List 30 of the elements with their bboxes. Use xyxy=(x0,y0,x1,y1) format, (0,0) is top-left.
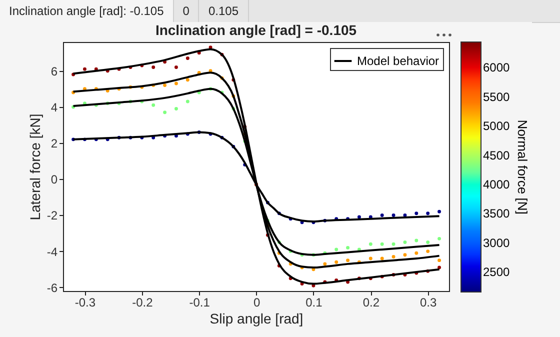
color-bar-label: 3500 xyxy=(483,206,510,221)
x-tick-label: -0.1 xyxy=(189,296,210,310)
x-tick-label: -0.2 xyxy=(132,296,154,310)
legend-label: Model behavior xyxy=(357,54,440,68)
text: 0.105 xyxy=(199,0,248,22)
y-tick-label: 6 xyxy=(50,64,58,78)
y-tick-label: 2 xyxy=(50,136,58,151)
y-axis-title: Lateral force [kN] xyxy=(26,114,43,220)
y-tick-label: -4 xyxy=(46,244,58,259)
color-bar-title: Normal force [N] xyxy=(515,120,530,214)
text: 0 xyxy=(174,0,200,22)
y-tick-label: 0 xyxy=(50,172,58,187)
color-bar-label: 3000 xyxy=(483,236,510,250)
color-bar-label: 6000 xyxy=(483,60,510,75)
text: Inclination angle [rad]: -0.105 xyxy=(0,0,174,22)
color-bar-label: 5000 xyxy=(483,119,510,134)
y-tick-label: 4 xyxy=(50,100,58,114)
color-bar-label: 4500 xyxy=(483,148,510,162)
x-tick-label: 0 xyxy=(253,296,260,310)
y-tick-label: -6 xyxy=(46,280,58,295)
y-tick-label: -2 xyxy=(46,208,58,223)
x-tick-label: 0.3 xyxy=(420,296,438,310)
color-bar-label: 2500 xyxy=(483,265,510,280)
chart-title: Inclination angle [rad] = -0.105 xyxy=(155,22,357,38)
color-bar-label: 5500 xyxy=(483,90,510,104)
x-tick-label: 0.2 xyxy=(362,296,380,310)
x-axis-title: Slip angle [rad] xyxy=(210,310,304,326)
color-bar-label: 4000 xyxy=(483,178,510,192)
x-tick-label: 0.1 xyxy=(306,296,323,310)
x-tick-label: -0.3 xyxy=(74,296,96,310)
